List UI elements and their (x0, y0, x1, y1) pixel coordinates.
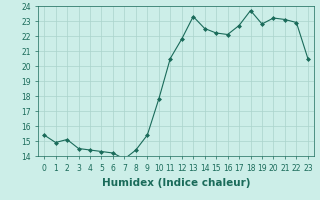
X-axis label: Humidex (Indice chaleur): Humidex (Indice chaleur) (102, 178, 250, 188)
